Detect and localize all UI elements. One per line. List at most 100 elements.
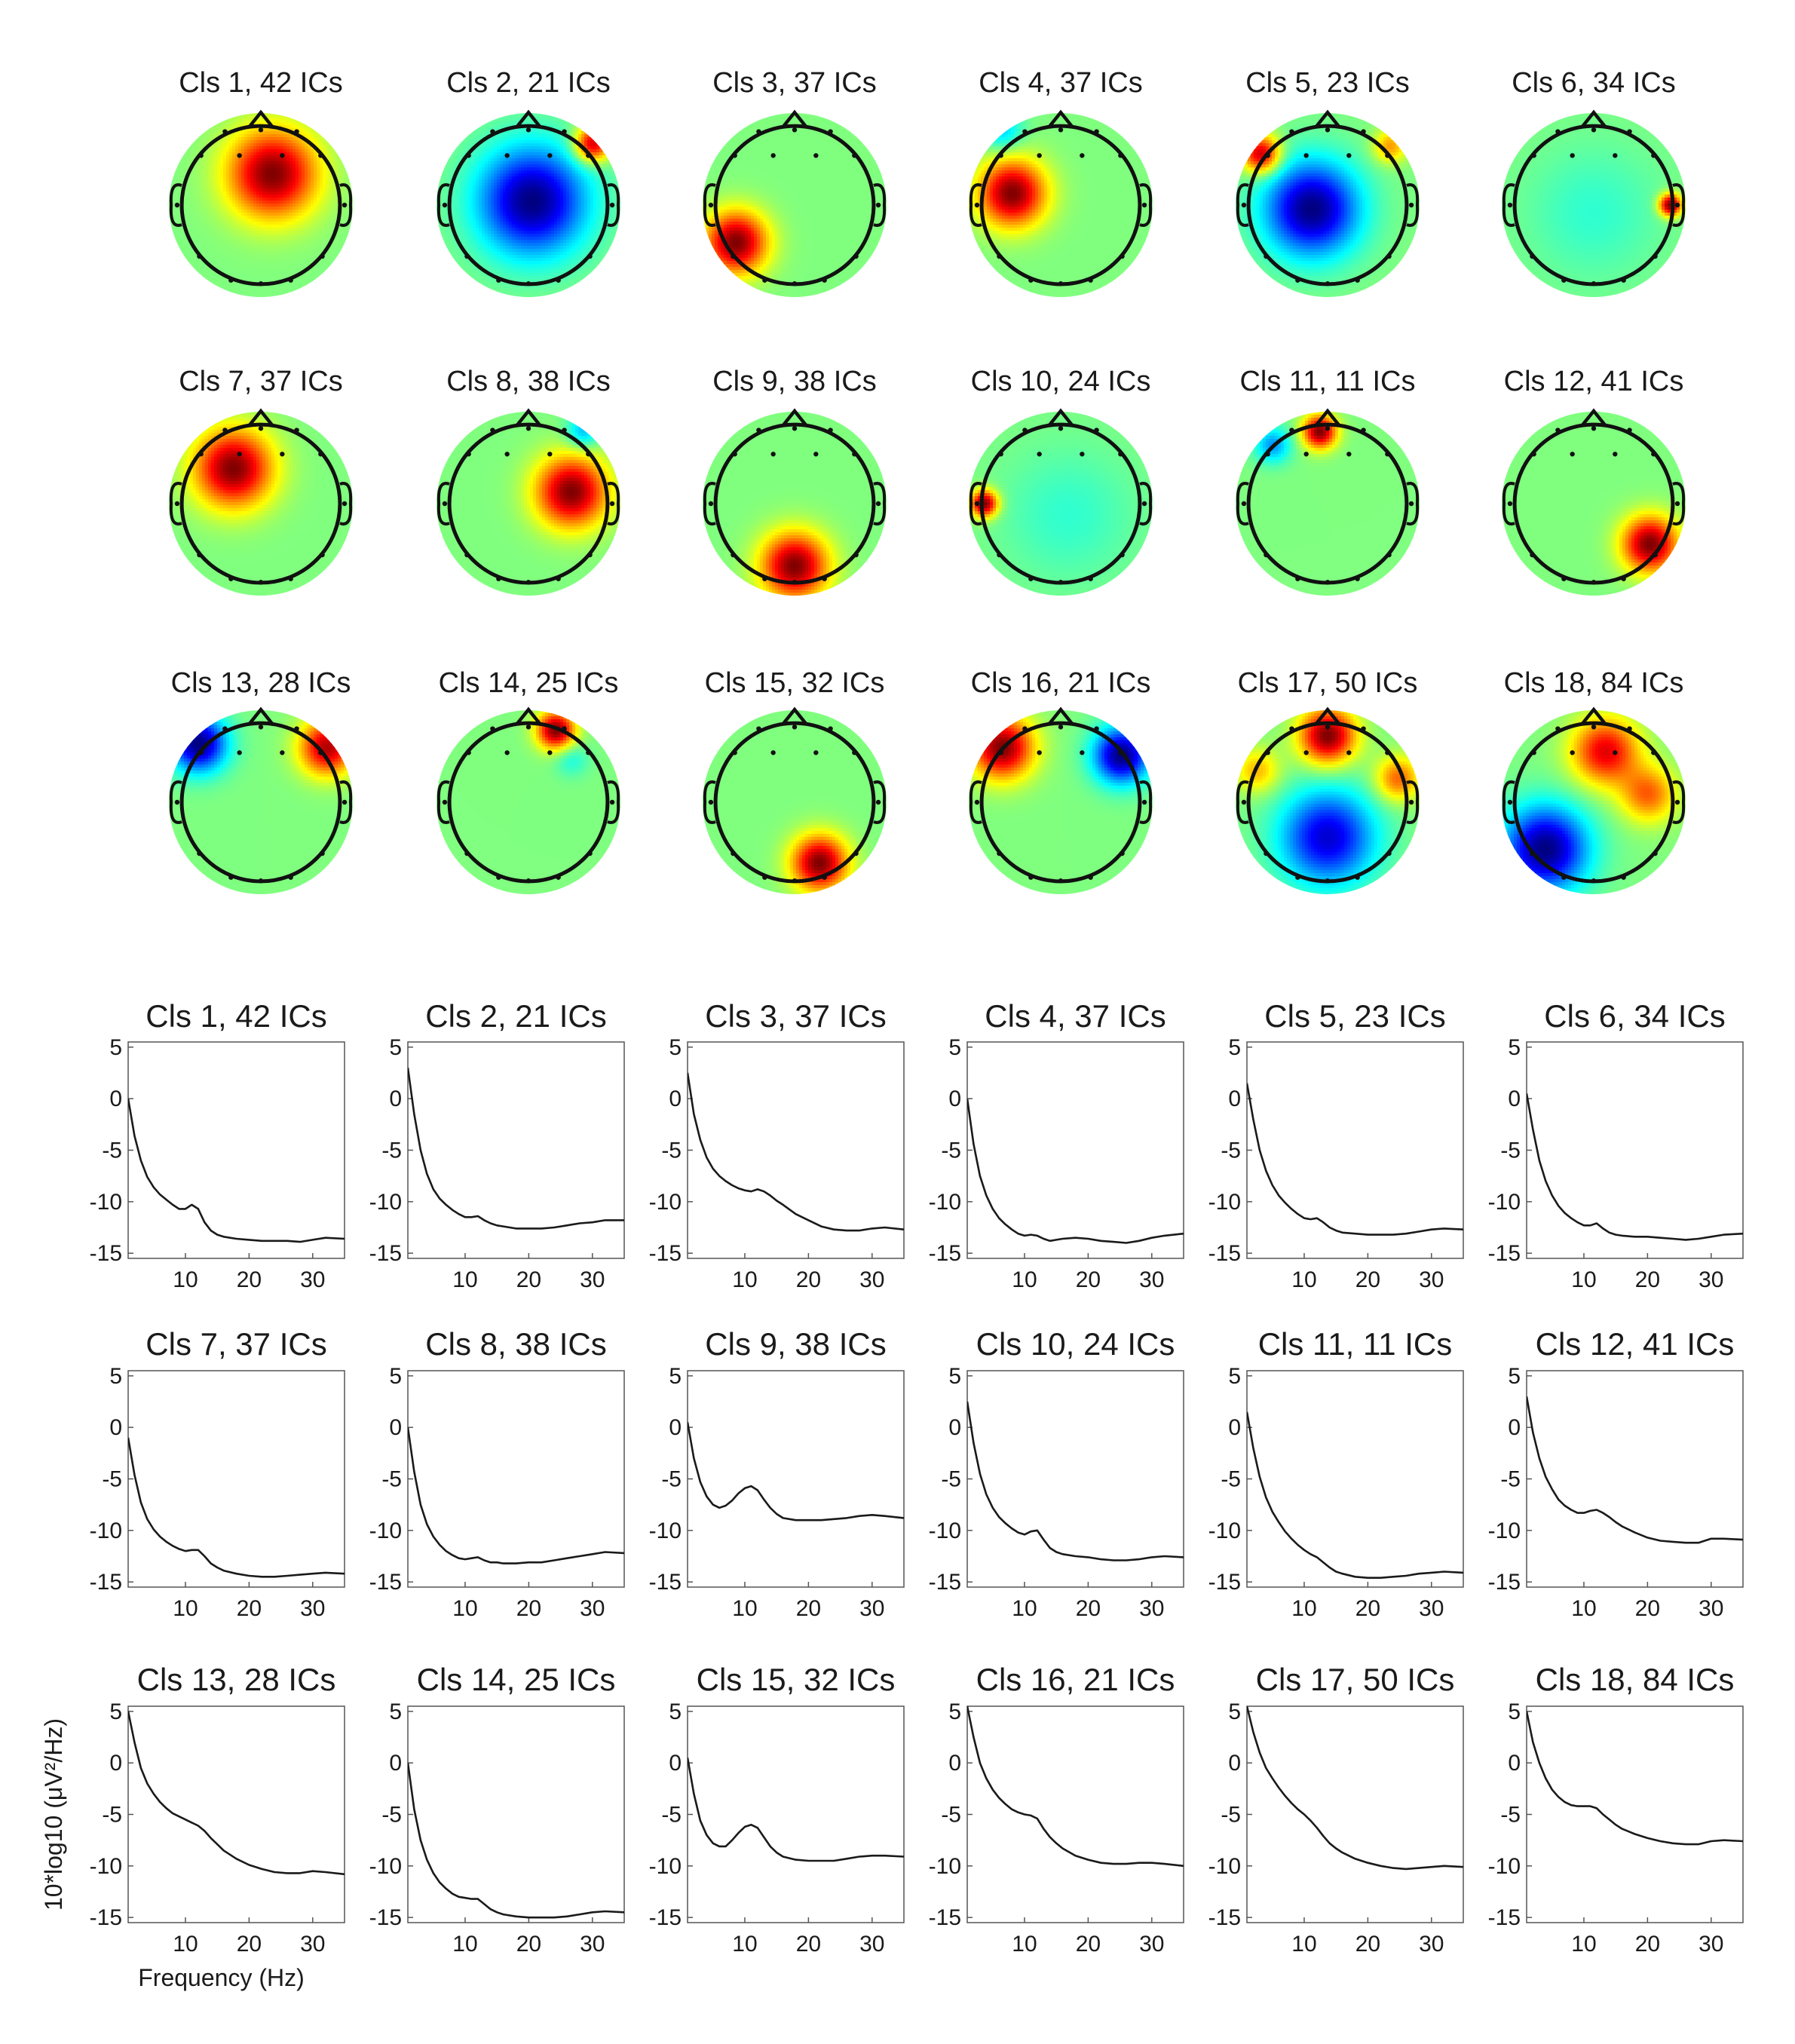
y-tick-label: 0 [669,1086,682,1111]
psd-panel-16: Cls 16, 21 ICs 5 0 -5 -10 -15 10 20 30 [929,1662,1184,1957]
electrode-dot [731,850,736,857]
electrode-dot [587,253,593,259]
electrode-dot [708,202,714,208]
electrode-dot [1408,501,1414,507]
y-tick-label: -15 [1488,1570,1521,1595]
electrode-dot [562,726,567,731]
electrode-dot [197,552,202,558]
scalp-map-14: Cls 14, 25 ICs [436,667,620,894]
scalp-map-title: Cls 3, 37 ICs [712,67,877,99]
x-tick-label: 20 [237,1267,262,1292]
electrode-dot [792,281,798,287]
psd-line [1247,1083,1463,1236]
electrode-dot [280,750,285,755]
electrode-dot [1613,452,1618,457]
scalp-map-title: Cls 2, 21 ICs [446,67,611,99]
y-tick-label: -5 [1500,1138,1521,1163]
y-tick-label: 0 [948,1751,961,1776]
electrode-dot [762,875,767,880]
electrode-dot [1355,576,1360,581]
psd-line [128,1437,345,1578]
psd-axes-box [407,1041,625,1259]
electrode-dot [762,576,767,581]
y-tick-label: -5 [102,1803,122,1828]
electrode-dot [320,850,325,857]
nose-icon [515,408,542,427]
electrode-dot [1386,850,1392,857]
scalp-map-1: Cls 1, 42 ICs [169,67,353,297]
electrode-dot [228,277,234,283]
y-tick-label: 5 [1228,1699,1241,1724]
electrode-dot [547,750,553,755]
y-tick-label: -15 [90,1905,122,1930]
psd-axes-box [687,1370,905,1588]
right-ear-icon [607,183,620,227]
scalp-map-heatmap [1502,710,1686,894]
y-tick-label: 5 [669,1364,682,1389]
scalp-map-16: Cls 16, 21 ICs [969,667,1153,894]
psd-panel-2: Cls 2, 21 ICs 5 0 -5 -10 -15 10 20 30 [369,998,625,1292]
electrode-dot [1088,277,1093,283]
left-ear-icon [169,183,182,227]
psd-panel-title: Cls 7, 37 ICs [145,1326,326,1362]
y-tick-label: -10 [369,1854,402,1879]
electrode-dot [732,750,737,755]
electrode-dot [998,153,1003,158]
electrode-dot [504,750,510,755]
y-tick-label: -5 [1221,1803,1241,1828]
electrode-dot [525,281,531,287]
scalp-map-title: Cls 4, 37 ICs [979,67,1143,99]
electrode-dot [756,129,761,134]
x-tick-label: 20 [1355,1267,1380,1292]
psd-line [408,1763,624,1919]
y-tick-label: -10 [649,1854,682,1879]
y-tick-label: 0 [1228,1086,1241,1111]
left-ear-icon [969,482,982,526]
scalp-map-7: Cls 7, 37 ICs [169,366,353,596]
electrode-dot [1346,153,1352,158]
x-tick-label: 10 [1012,1267,1037,1292]
electrode-dot [1385,153,1390,158]
electrode-dot [1621,277,1626,283]
psd-panel-13: Cls 13, 28 ICs 5 0 -5 -10 -15 10 20 30 [90,1662,345,1957]
electrode-dot [1408,799,1414,805]
electrode-dot [1651,452,1656,457]
psd-panel-title: Cls 3, 37 ICs [705,998,886,1034]
electrode-dot [504,452,510,457]
nose-icon [515,109,542,129]
electrode-dot [464,253,470,259]
y-tick-label: 0 [109,1086,122,1111]
scalp-map-title: Cls 7, 37 ICs [179,366,343,397]
y-tick-label: -5 [381,1138,402,1163]
electrode-dot [1141,799,1147,805]
scalp-map-heatmap [1502,412,1686,596]
scalp-map-heatmap [436,710,620,894]
y-tick-label: 0 [669,1415,682,1440]
electrode-dot [174,501,180,507]
psd-panel-4: Cls 4, 37 ICs 5 0 -5 -10 -15 10 20 30 [929,998,1184,1292]
y-tick-label: 5 [1508,1699,1521,1724]
electrode-dot [1325,127,1331,133]
psd-panel-8: Cls 8, 38 ICs 5 0 -5 -10 -15 10 20 30 [369,1326,625,1621]
electrode-dot [1094,427,1099,433]
electrode-dot [1674,501,1680,507]
y-tick-label: -10 [649,1190,682,1215]
electrode-dot [1570,750,1575,755]
psd-panel-1: Cls 1, 42 ICs 5 0 -5 -10 -15 10 20 30 [90,998,345,1292]
scalp-map-4: Cls 4, 37 ICs [969,67,1153,297]
electrode-dot [997,552,1002,558]
electrode-dot [1022,726,1028,731]
electrode-dot [998,452,1003,457]
left-ear-icon [1236,482,1249,526]
y-tick-label: -10 [1208,1518,1241,1543]
nose-icon [247,109,274,129]
electrode-dot [762,277,767,283]
psd-panel-title: Cls 8, 38 ICs [425,1326,606,1362]
right-ear-icon [1139,482,1153,526]
psd-line [688,1757,904,1862]
electrode-dot [732,452,737,457]
x-tick-label: 20 [516,1932,541,1957]
y-tick-label: -10 [1208,1190,1241,1215]
scalp-map-3: Cls 3, 37 ICs [703,67,887,297]
electrode-dot [198,153,204,158]
